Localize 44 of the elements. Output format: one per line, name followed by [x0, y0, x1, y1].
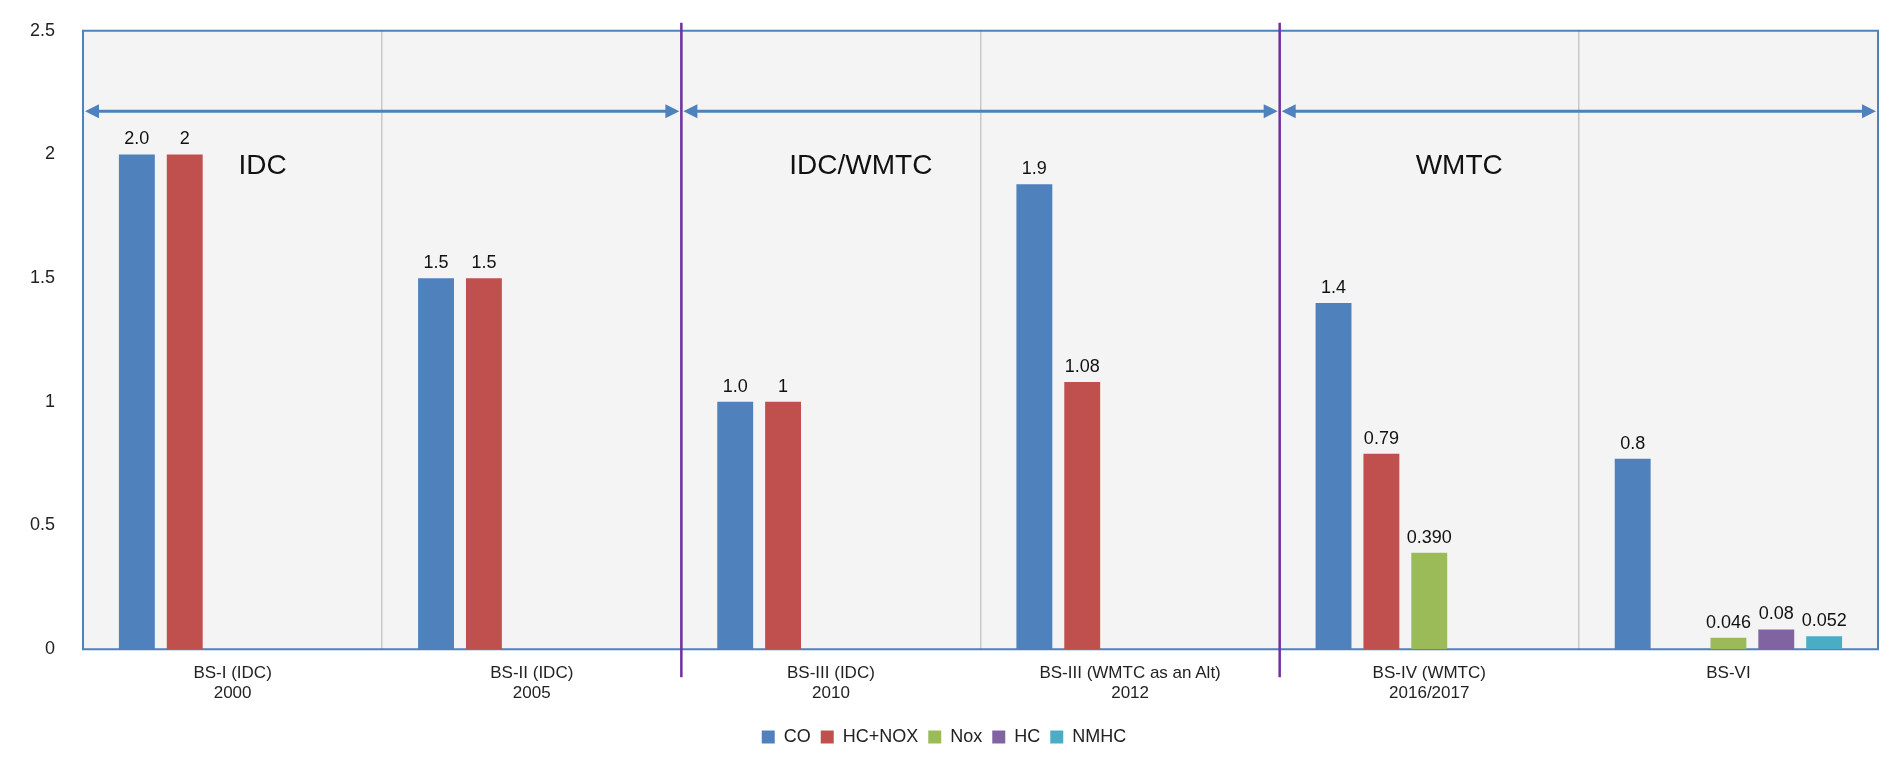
data-label: 1.9: [1021, 158, 1047, 179]
x-tick-label: BS-I (IDC) 2000: [193, 663, 272, 703]
bar: [1411, 552, 1448, 650]
legend-label: HC: [1014, 725, 1041, 746]
data-label: 0.046: [1705, 611, 1751, 632]
annotation: IDC/WMTC: [789, 148, 933, 180]
data-label: 1.5: [471, 252, 497, 273]
data-label: 2.0: [124, 128, 150, 149]
x-tick-label: BS-IV (WMTC) 2016/2017: [1372, 663, 1486, 703]
data-label: 1: [778, 375, 789, 396]
annotation: IDC: [238, 148, 287, 180]
y-tick-label: 2: [45, 143, 56, 164]
data-label: 0.08: [1758, 603, 1794, 624]
x-tick-label: BS-II (IDC) 2005: [490, 663, 574, 703]
bar: [1710, 637, 1747, 650]
legend-label: Nox: [950, 725, 983, 746]
y-tick-label: 1: [45, 390, 56, 411]
bar: [1363, 453, 1400, 650]
x-tick-label: BS-VI: [1706, 663, 1751, 683]
y-tick-label: 2.5: [29, 19, 56, 40]
data-label: 1.08: [1064, 356, 1100, 377]
data-label: 0.390: [1406, 526, 1452, 547]
data-label: 0.8: [1620, 432, 1646, 453]
y-tick-label: 1.5: [29, 267, 56, 288]
x-tick-label: BS-III (WMTC as an Alt) 2012: [1039, 663, 1221, 703]
data-label: 0.052: [1801, 610, 1847, 631]
data-label: 1.4: [1321, 276, 1347, 297]
bar: [1758, 629, 1795, 650]
legend-label: NMHC: [1072, 725, 1127, 746]
bar: [465, 278, 502, 650]
legend-label: CO: [783, 725, 811, 746]
data-label: 1.5: [423, 252, 449, 273]
data-label: 1.0: [722, 375, 748, 396]
x-tick-label: BS-III (IDC) 2010: [787, 663, 875, 703]
legend-label: HC+NOX: [842, 725, 919, 746]
annotation: WMTC: [1415, 148, 1503, 180]
bar: [1064, 382, 1101, 650]
bar: [1806, 636, 1843, 650]
y-tick-label: 0: [45, 638, 56, 659]
bar: [765, 401, 802, 650]
bar: [166, 154, 203, 650]
data-label: 2: [179, 128, 190, 149]
y-tick-label: 0.5: [29, 514, 56, 535]
data-label: 0.79: [1363, 427, 1399, 448]
